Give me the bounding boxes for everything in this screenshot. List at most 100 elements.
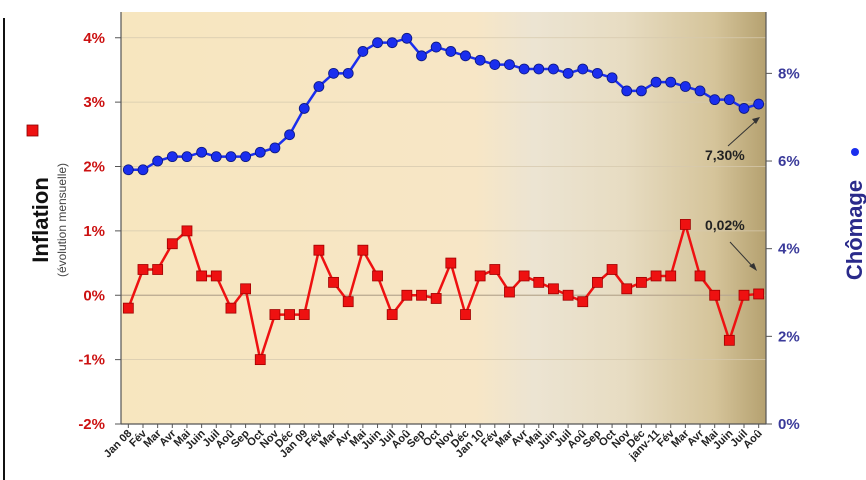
inflation-point bbox=[416, 289, 427, 301]
left-tick-label: 0% bbox=[83, 287, 105, 304]
chomage-point bbox=[533, 63, 545, 75]
chomage-point bbox=[621, 85, 633, 97]
chomage-point bbox=[137, 164, 149, 176]
series-inflation bbox=[122, 219, 765, 366]
inflation-point bbox=[533, 276, 545, 288]
chomage-point bbox=[562, 67, 574, 79]
chomage-point bbox=[460, 50, 471, 62]
inflation-point bbox=[401, 289, 413, 301]
inflation-point bbox=[152, 264, 164, 275]
left-axis-title-text: Inflation bbox=[28, 177, 53, 263]
inflation-point bbox=[723, 334, 735, 346]
inflation-point bbox=[518, 270, 530, 282]
chomage-point bbox=[210, 151, 222, 163]
inflation-point bbox=[298, 309, 310, 320]
annotation-chomage: 7,30% bbox=[705, 117, 760, 163]
chomage-point bbox=[665, 76, 677, 88]
inflation-point bbox=[254, 354, 266, 366]
annotation-inflation-arrow bbox=[729, 241, 755, 269]
left-tick-label: -2% bbox=[78, 416, 105, 433]
chomage-point bbox=[225, 151, 237, 163]
inflation-point bbox=[210, 270, 222, 282]
left-axis-title: Inflation bbox=[28, 177, 53, 263]
chomage-point bbox=[284, 129, 295, 141]
chomage-point bbox=[240, 151, 252, 163]
inflation-point bbox=[196, 270, 208, 282]
chomage-point bbox=[635, 85, 647, 97]
chomage-point bbox=[577, 63, 589, 75]
left-tick-label: 4% bbox=[83, 30, 105, 47]
chomage-point bbox=[298, 103, 310, 114]
inflation-point bbox=[650, 270, 662, 282]
chomage-point bbox=[386, 37, 398, 49]
left-axis-ticks: -2% -1% 0% 1% 2% 3% 4% bbox=[78, 30, 121, 433]
left-tick-label: 3% bbox=[83, 94, 105, 111]
chomage-point bbox=[328, 67, 339, 79]
chomage-legend-marker bbox=[851, 148, 859, 156]
chomage-point bbox=[372, 37, 383, 49]
chomage-point bbox=[650, 76, 662, 88]
inflation-point bbox=[489, 264, 501, 275]
left-tick-label: -1% bbox=[78, 352, 105, 369]
inflation-point bbox=[269, 309, 281, 320]
right-axis-title-text: Chômage bbox=[842, 180, 866, 280]
chomage-point bbox=[342, 67, 354, 79]
chomage-point bbox=[445, 46, 457, 57]
annotation-inflation-label: 0,02% bbox=[705, 217, 745, 233]
inflation-point bbox=[753, 288, 765, 300]
annotation-chomage-arrowhead bbox=[752, 117, 760, 124]
inflation-point bbox=[474, 270, 486, 282]
chomage-point bbox=[753, 98, 765, 110]
inflation-point bbox=[284, 309, 295, 320]
inflation-point bbox=[548, 283, 559, 295]
chomage-point bbox=[474, 54, 486, 66]
inflation-point bbox=[240, 283, 252, 295]
inflation-point bbox=[592, 276, 603, 288]
chomage-point bbox=[357, 46, 369, 57]
chomage-point bbox=[430, 41, 442, 53]
chomage-point bbox=[181, 151, 193, 163]
right-tick-label: 0% bbox=[778, 416, 800, 433]
chomage-point bbox=[401, 32, 413, 44]
right-axis-title: Chômage bbox=[842, 180, 866, 280]
inflation-point bbox=[679, 219, 691, 230]
chomage-point bbox=[548, 63, 559, 75]
annotation-inflation: 0,02% bbox=[705, 217, 757, 271]
chomage-point bbox=[166, 151, 178, 163]
inflation-point bbox=[635, 276, 647, 288]
left-tick-label: 2% bbox=[83, 159, 105, 176]
inflation-point bbox=[357, 244, 369, 256]
chomage-point bbox=[489, 59, 501, 70]
inflation-point bbox=[694, 270, 706, 282]
chomage-point bbox=[738, 103, 750, 114]
chomage-point bbox=[679, 81, 691, 92]
chomage-point bbox=[269, 142, 281, 154]
inflation-point bbox=[504, 286, 515, 298]
plot-background bbox=[121, 12, 766, 424]
chomage-point bbox=[504, 59, 515, 70]
chomage-point bbox=[723, 94, 735, 106]
inflation-point bbox=[621, 283, 633, 295]
inflation-point bbox=[328, 276, 339, 288]
left-axis-subtitle: (évolution mensuelle) bbox=[55, 163, 69, 277]
chomage-point bbox=[313, 81, 325, 92]
series-chomage bbox=[122, 32, 765, 176]
right-axis-ticks: 0% 2% 4% 6% 8% bbox=[766, 65, 800, 433]
chomage-point bbox=[196, 146, 208, 158]
chomage-point bbox=[709, 94, 721, 106]
inflation-point bbox=[562, 289, 574, 301]
inflation-point bbox=[342, 296, 354, 308]
right-tick-label: 6% bbox=[778, 153, 800, 170]
chomage-point bbox=[694, 85, 706, 97]
chomage-point bbox=[254, 146, 266, 158]
inflation-point bbox=[181, 225, 193, 237]
inflation-point bbox=[122, 302, 134, 314]
inflation-point bbox=[577, 296, 589, 308]
chomage-point bbox=[518, 63, 530, 75]
annotation-chomage-arrow bbox=[727, 118, 759, 147]
chomage-point bbox=[122, 164, 134, 176]
chomage-point bbox=[416, 50, 427, 62]
inflation-point bbox=[313, 244, 325, 256]
inflation-point bbox=[137, 264, 149, 275]
